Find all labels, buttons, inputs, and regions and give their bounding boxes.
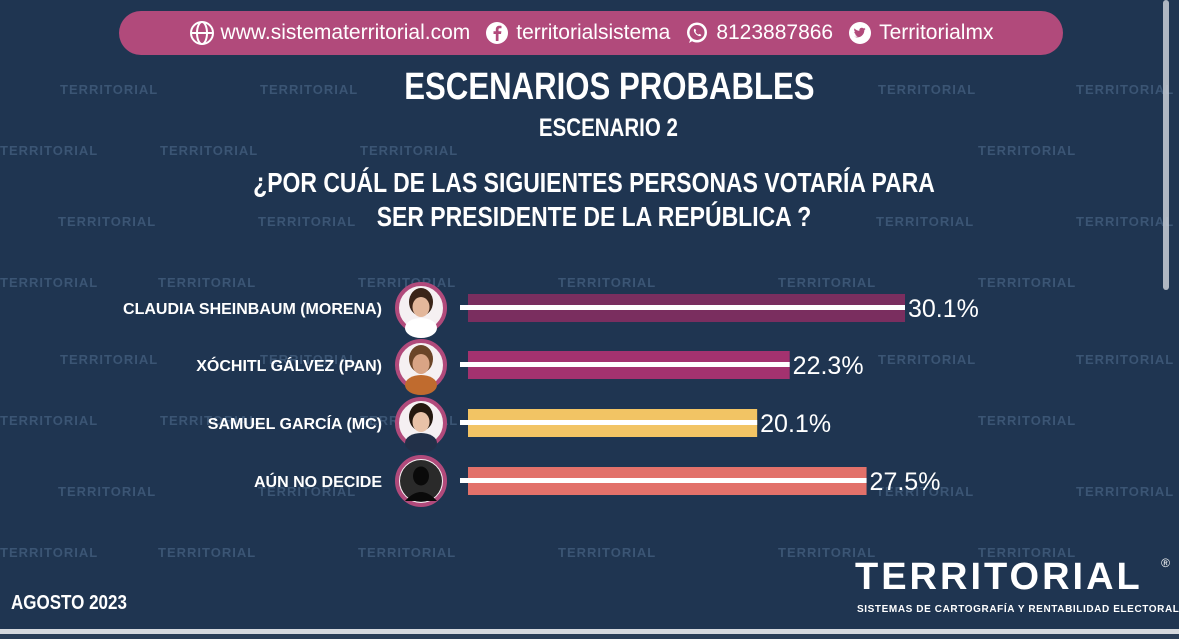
avatar-face (412, 354, 430, 374)
watermark-text: TERRITORIAL (1076, 352, 1175, 367)
vertical-scrollbar[interactable] (1163, 0, 1169, 290)
category-label: AÚN NO DECIDE (254, 472, 382, 491)
watermark-text: TERRITORIAL (878, 352, 977, 367)
watermark-text: TERRITORIAL (558, 275, 657, 290)
watermark-text: TERRITORIAL (1076, 82, 1175, 97)
page-subtitle: ESCENARIO 2 (538, 114, 678, 142)
category-label: CLAUDIA SHEINBAUM (MORENA) (123, 301, 382, 318)
twitter-icon (847, 20, 873, 46)
category-label: XÓCHITL GÁLVEZ (PAN) (196, 356, 382, 375)
globe-icon (189, 20, 215, 46)
watermark-text: TERRITORIAL (978, 143, 1077, 158)
watermark-text: TERRITORIAL (978, 275, 1077, 290)
watermark-text: TERRITORIAL (258, 214, 357, 229)
watermark-text: TERRITORIAL (60, 82, 159, 97)
watermark-text: TERRITORIAL (360, 143, 459, 158)
watermark-text: TERRITORIAL (1076, 484, 1175, 499)
watermark-text: TERRITORIAL (778, 545, 877, 560)
avatar-shoulders (405, 375, 437, 395)
watermark-text: TERRITORIAL (58, 214, 157, 229)
facebook-icon (484, 20, 510, 46)
survey-question: ¿POR CUÁL DE LAS SIGUIENTES PERSONAS VOT… (107, 166, 1081, 234)
whatsapp-text: 8123887866 (716, 21, 834, 44)
watermark-text: TERRITORIAL (0, 143, 99, 158)
avatar-shoulders (405, 318, 437, 338)
logo-wordmark: TERRITORIAL (855, 556, 1143, 598)
avatar-face (412, 297, 430, 317)
bar-stripe (460, 478, 867, 483)
watermark-text: TERRITORIAL (1076, 214, 1175, 229)
whatsapp-contact[interactable]: 8123887866 (684, 20, 833, 46)
avatar-face (412, 412, 430, 432)
value-label: 27.5% (870, 468, 941, 496)
watermark-text: TERRITORIAL (878, 82, 977, 97)
watermark-text: TERRITORIAL (0, 545, 99, 560)
silhouette-body (405, 492, 437, 501)
page-title: ESCENARIOS PROBABLES (404, 66, 815, 108)
logo-tagline: SISTEMAS DE CARTOGRAFÍA Y RENTABILIDAD E… (857, 604, 1179, 615)
watermark-text: TERRITORIAL (58, 484, 157, 499)
watermark-text: TERRITORIAL (558, 545, 657, 560)
watermark-text: TERRITORIAL (260, 82, 359, 97)
contact-bar: www.sistematerritorial.com territorialsi… (119, 11, 1063, 55)
whatsapp-icon (684, 20, 710, 46)
watermark-text: TERRITORIAL (158, 545, 257, 560)
avatar-shoulders (405, 433, 437, 453)
watermark-text: TERRITORIAL (60, 352, 159, 367)
question-line-1: ¿POR CUÁL DE LAS SIGUIENTES PERSONAS VOT… (253, 167, 935, 198)
question-line-2: SER PRESIDENTE DE LA REPÚBLICA ? (376, 201, 812, 232)
watermark-text: TERRITORIAL (160, 143, 259, 158)
twitter-contact[interactable]: Territorialmx (847, 20, 993, 46)
watermark-text: TERRITORIAL (0, 275, 99, 290)
watermark-text: TERRITORIAL (876, 484, 975, 499)
twitter-text: Territorialmx (879, 21, 994, 44)
survey-date: AGOSTO 2023 (11, 592, 127, 614)
watermark-text: TERRITORIAL (358, 545, 457, 560)
watermark-text: TERRITORIAL (160, 413, 259, 428)
registered-mark: ® (1161, 556, 1170, 570)
watermark-text: TERRITORIAL (876, 214, 975, 229)
silhouette-head (413, 466, 429, 486)
value-label: 30.1% (908, 295, 979, 323)
bar-stripe (460, 305, 905, 310)
website-contact[interactable]: www.sistematerritorial.com (189, 20, 471, 46)
category-label: SAMUEL GARCÍA (MC) (208, 414, 382, 433)
watermark-text: TERRITORIAL (978, 413, 1077, 428)
watermark-text: TERRITORIAL (258, 484, 357, 499)
watermark-text: TERRITORIAL (978, 545, 1077, 560)
bar-stripe (460, 420, 758, 425)
territorial-logo: TERRITORIAL ® SISTEMAS DE CARTOGRAFÍA Y … (855, 556, 1179, 620)
value-label: 20.1% (760, 410, 831, 438)
watermark-text: TERRITORIAL (778, 275, 877, 290)
value-label: 22.3% (793, 352, 864, 380)
watermark-text: TERRITORIAL (260, 352, 359, 367)
watermark-text: TERRITORIAL (158, 275, 257, 290)
facebook-text: territorialsistema (516, 21, 671, 44)
website-text: www.sistematerritorial.com (220, 21, 471, 44)
watermark-text: TERRITORIAL (0, 413, 99, 428)
facebook-contact[interactable]: territorialsistema (484, 20, 670, 46)
bottom-strip (0, 629, 1179, 639)
bar-stripe (460, 362, 790, 367)
